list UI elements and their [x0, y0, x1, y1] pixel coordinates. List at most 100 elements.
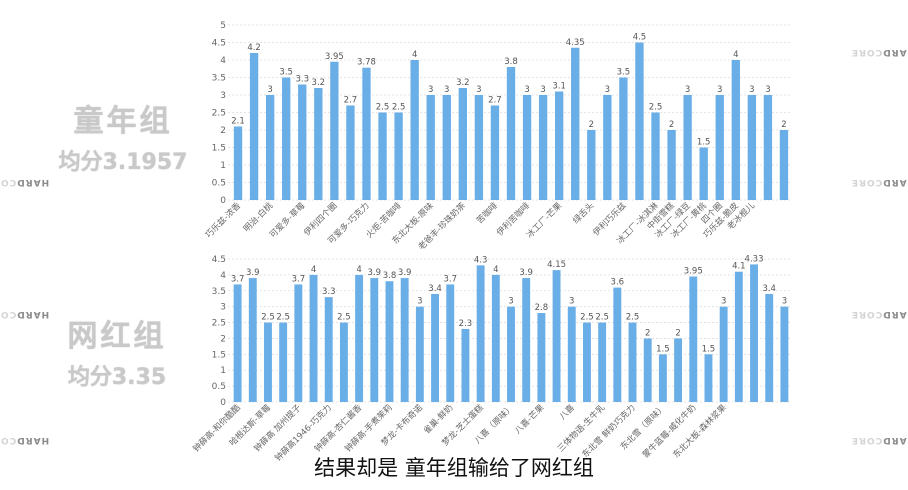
data-label: 1.5 — [697, 138, 711, 148]
bar — [643, 338, 652, 402]
data-label: 2.3 — [459, 319, 473, 329]
data-label: 2 — [645, 328, 650, 338]
bar — [370, 278, 379, 402]
bar — [619, 77, 628, 200]
bar — [431, 293, 440, 402]
x-category-label: 八喜-芒果 — [513, 402, 547, 436]
y-tick-label: 1 — [220, 366, 226, 376]
bar — [765, 293, 774, 402]
chart-2: 00.511.522.533.544.53.73.92.5 2.53.743.32… — [191, 254, 792, 464]
data-label: 3.1 — [552, 82, 566, 92]
bar — [282, 77, 291, 200]
group2-title: 网红组 — [67, 319, 167, 354]
data-label: 3.7 — [443, 274, 457, 284]
bar — [658, 354, 667, 402]
y-tick-label: 2 — [220, 126, 226, 136]
data-label: 2.5 — [626, 313, 640, 323]
data-label: 2.5 — [276, 313, 290, 323]
data-label: 4.15 — [547, 260, 566, 270]
y-tick-label: 0.5 — [212, 179, 226, 189]
bar — [233, 126, 243, 200]
data-label: 3 — [524, 85, 529, 95]
data-label: 3.6 — [611, 278, 625, 288]
y-tick-label: 4 — [220, 271, 226, 281]
data-label: 2.7 — [488, 96, 502, 106]
bar — [248, 278, 257, 402]
bar — [522, 95, 532, 200]
bar — [491, 274, 500, 402]
bar — [780, 306, 789, 402]
data-label: 3 — [540, 85, 545, 95]
chart-1: 00.511.522.533.544.552.14.233.53.3 3.23.9… — [203, 21, 792, 252]
group2-average: 均分3.35 — [67, 365, 167, 390]
bar — [651, 112, 660, 200]
data-label: 3.2 — [456, 78, 470, 88]
bar — [385, 281, 394, 402]
bar — [314, 88, 323, 200]
data-label: 3.78 — [357, 58, 376, 68]
data-label: 3.4 — [428, 284, 442, 294]
data-label: 4.3 — [474, 255, 488, 265]
y-tick-label: 3.5 — [212, 74, 226, 84]
data-label: 3.3 — [295, 75, 309, 85]
data-label: 4.5 — [633, 33, 647, 43]
bar — [446, 284, 455, 402]
bar — [264, 322, 272, 402]
data-label: 3.9 — [398, 268, 412, 278]
data-label: 4 — [733, 50, 738, 60]
data-label: 3.9 — [246, 268, 260, 278]
y-tick-label: 2.5 — [212, 109, 226, 119]
bar — [674, 338, 683, 402]
data-label: 2.5 — [261, 313, 275, 323]
bar — [554, 91, 564, 200]
bar — [415, 306, 424, 402]
bar — [339, 322, 348, 402]
bar — [603, 95, 612, 200]
y-tick-label: 2.5 — [212, 319, 226, 329]
bar — [715, 95, 724, 200]
x-category-label: 八喜 — [557, 402, 577, 422]
group2-title-block: 网红组 均分3.35 — [42, 311, 192, 391]
bar — [410, 60, 419, 200]
bar — [628, 322, 637, 402]
data-label: 3 — [417, 297, 422, 307]
y-tick-label: 3.5 — [212, 287, 226, 297]
bar — [719, 306, 728, 402]
bar — [507, 306, 515, 402]
bar — [490, 105, 500, 200]
data-label: 2.7 — [344, 96, 358, 106]
data-label: 2.5 — [337, 313, 351, 323]
bar — [763, 95, 773, 200]
bar — [458, 88, 468, 200]
bar — [249, 53, 259, 200]
y-tick-label: 0.5 — [212, 382, 226, 392]
data-label: 4.35 — [566, 38, 585, 48]
data-label: 3 — [267, 85, 272, 95]
data-label: 3 — [428, 85, 433, 95]
y-tick-label: 2 — [220, 334, 226, 344]
bar — [699, 147, 708, 200]
data-label: 2 — [589, 120, 594, 130]
data-label: 3.95 — [684, 266, 703, 276]
x-category-label: 苦咖啡 — [474, 200, 500, 226]
bar — [362, 67, 371, 200]
bar — [474, 95, 484, 200]
y-tick-label: 0 — [220, 398, 226, 408]
data-label: 2.5 — [376, 103, 390, 113]
y-tick-label: 3 — [220, 303, 226, 313]
data-label: 3 — [508, 297, 513, 307]
data-label: 2.5 — [649, 103, 663, 113]
bar — [582, 322, 591, 402]
bar — [537, 313, 546, 402]
data-label: 3.9 — [368, 268, 382, 278]
bar — [683, 95, 692, 200]
bar — [506, 67, 516, 200]
data-label: 1.5 — [702, 344, 716, 354]
data-label: 3.7 — [292, 274, 306, 284]
data-label: 3.4 — [762, 284, 776, 294]
data-label: 4 — [356, 265, 361, 275]
bar — [704, 354, 713, 402]
y-tick-label: 4.5 — [212, 39, 226, 49]
data-label: 3.5 — [617, 68, 631, 78]
